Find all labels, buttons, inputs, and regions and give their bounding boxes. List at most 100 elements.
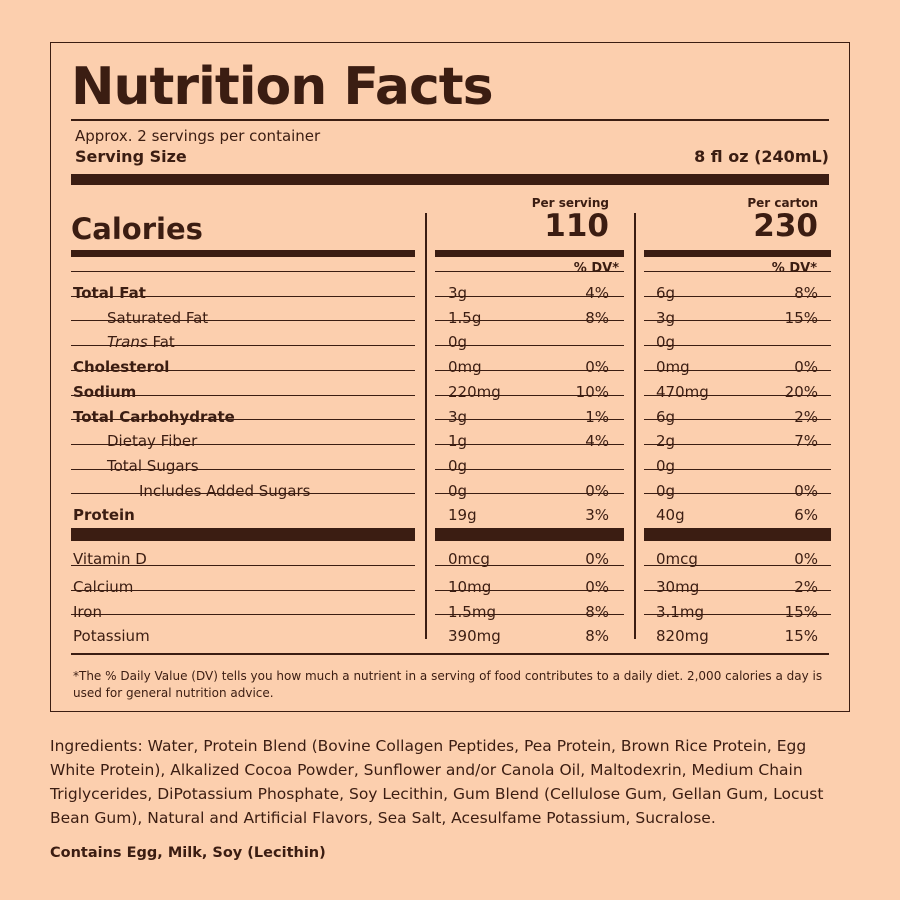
row-divider bbox=[71, 443, 415, 445]
carton-dv: 0% bbox=[794, 358, 818, 377]
nutrient-name-rest: Fat bbox=[147, 333, 175, 352]
nutrient-name: Total Fat bbox=[73, 284, 146, 302]
carton-amount: 0g bbox=[656, 456, 676, 475]
carton-dv: 15% bbox=[784, 308, 818, 327]
carton-amount: 820mg bbox=[656, 627, 709, 645]
row-divider bbox=[71, 493, 415, 495]
serving-amount: 3g bbox=[448, 407, 468, 426]
carton-dv: 6% bbox=[794, 506, 818, 525]
column-divider-right bbox=[634, 213, 636, 639]
calories-rule-serving bbox=[435, 250, 624, 257]
row-divider bbox=[435, 590, 624, 591]
serving-dv: 1% bbox=[585, 407, 609, 426]
nutrient-name: Iron bbox=[73, 603, 102, 621]
nutrient-name: Calcium bbox=[73, 578, 134, 596]
per-carton-label: Per carton bbox=[747, 196, 818, 210]
row-divider bbox=[435, 614, 624, 615]
serving-amount: 1g bbox=[448, 432, 468, 451]
row-divider bbox=[644, 295, 831, 297]
carton-amount: 0mcg bbox=[656, 550, 698, 568]
carton-dv: 2% bbox=[794, 578, 818, 596]
serving-amount: 10mg bbox=[448, 578, 492, 596]
row-divider bbox=[71, 419, 415, 421]
row-divider bbox=[435, 443, 624, 445]
vitamin-rule-name bbox=[71, 528, 415, 541]
row-divider bbox=[435, 493, 624, 495]
nutrient-name: Trans Fat bbox=[107, 333, 175, 351]
nutrient-name: Cholesterol bbox=[73, 358, 170, 377]
carton-dv: 7% bbox=[794, 432, 818, 451]
serving-dv: 0% bbox=[585, 481, 609, 500]
row-divider bbox=[644, 320, 831, 322]
carton-amount: 470mg bbox=[656, 382, 709, 401]
row-divider bbox=[71, 468, 415, 470]
row-divider bbox=[435, 394, 624, 396]
row-divider bbox=[435, 565, 624, 566]
carton-amount: 3g bbox=[656, 308, 676, 327]
row-divider bbox=[435, 320, 624, 322]
row-divider bbox=[71, 369, 415, 371]
nutrient-name: Total Carbohydrate bbox=[73, 407, 235, 426]
carton-dv: 0% bbox=[794, 481, 818, 500]
serving-amount: 1.5mg bbox=[448, 603, 496, 621]
row-divider bbox=[435, 419, 624, 421]
calories-label: Calories bbox=[71, 212, 203, 246]
row-divider bbox=[71, 320, 415, 322]
footnote-divider bbox=[71, 653, 829, 655]
row-divider bbox=[644, 271, 831, 272]
per-carton-calories: 230 bbox=[753, 208, 818, 244]
serving-size-value: 8 fl oz (240mL) bbox=[694, 147, 829, 166]
serving-amount: 0mg bbox=[448, 358, 482, 377]
row-divider bbox=[435, 271, 624, 272]
row-divider bbox=[71, 565, 415, 566]
per-serving-calories: 110 bbox=[544, 208, 609, 244]
serving-amount: 220mg bbox=[448, 382, 501, 401]
row-divider bbox=[644, 394, 831, 396]
serving-amount: 390mg bbox=[448, 627, 501, 645]
ingredients-text: Ingredients: Water, Protein Blend (Bovin… bbox=[50, 737, 824, 827]
carton-dv: 15% bbox=[784, 603, 818, 621]
serving-dv: 8% bbox=[585, 627, 609, 645]
carton-dv: 8% bbox=[794, 284, 818, 302]
carton-amount: 30mg bbox=[656, 578, 700, 596]
title-divider bbox=[71, 119, 829, 121]
per-serving-label: Per serving bbox=[531, 196, 609, 210]
serving-dv: 4% bbox=[585, 432, 609, 451]
row-divider bbox=[435, 369, 624, 371]
nutrient-name-italic: Trans bbox=[107, 333, 148, 352]
nutrient-name: Includes Added Sugars bbox=[139, 481, 311, 500]
row-divider bbox=[644, 590, 831, 591]
vitamin-rule-serving bbox=[435, 528, 624, 541]
serving-size-rule bbox=[71, 174, 829, 185]
servings-per-container: Approx. 2 servings per container bbox=[75, 127, 321, 145]
serving-size-label: Serving Size bbox=[75, 147, 187, 166]
row-divider bbox=[644, 419, 831, 421]
calories-rule-carton bbox=[644, 250, 831, 257]
nutrient-name: Potassium bbox=[73, 627, 150, 645]
row-divider bbox=[71, 614, 415, 615]
serving-dv: 0% bbox=[585, 578, 609, 596]
nutrient-name: Dietay Fiber bbox=[107, 432, 198, 451]
allergen-statement: Contains Egg, Milk, Soy (Lecithin) bbox=[50, 845, 326, 861]
carton-dv: 2% bbox=[794, 407, 818, 426]
dv-header-carton: % DV* bbox=[771, 261, 817, 276]
serving-dv: 3% bbox=[585, 506, 609, 525]
row-divider bbox=[435, 345, 624, 347]
vitamin-rule-carton bbox=[644, 528, 831, 541]
nutrition-facts-panel: Nutrition Facts Approx. 2 servings per c… bbox=[50, 42, 850, 712]
carton-amount: 0mg bbox=[656, 358, 690, 377]
carton-amount: 6g bbox=[656, 407, 676, 426]
carton-dv: 20% bbox=[784, 382, 818, 401]
row-divider bbox=[644, 345, 831, 347]
serving-dv: 0% bbox=[585, 550, 609, 568]
daily-value-footnote: *The % Daily Value (DV) tells you how mu… bbox=[73, 669, 823, 700]
serving-amount: 0g bbox=[448, 333, 468, 352]
serving-amount: 3g bbox=[448, 284, 468, 302]
serving-amount: 0mcg bbox=[448, 550, 490, 568]
nutrient-name: Vitamin D bbox=[73, 550, 147, 568]
nutrient-name: Sodium bbox=[73, 382, 137, 401]
serving-dv: 10% bbox=[575, 382, 609, 401]
carton-amount: 0g bbox=[656, 481, 676, 500]
row-divider bbox=[435, 468, 624, 470]
serving-dv: 0% bbox=[585, 358, 609, 377]
